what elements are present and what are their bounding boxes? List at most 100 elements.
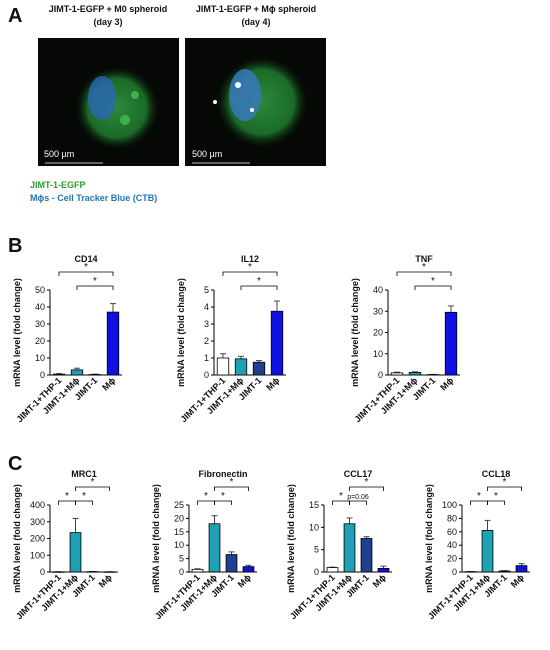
y-tick-label: 80 bbox=[447, 513, 457, 523]
scale-bar-label: 500 µm bbox=[44, 149, 74, 159]
y-tick-label: 100 bbox=[442, 500, 457, 510]
bar bbox=[52, 373, 66, 376]
bar bbox=[343, 523, 356, 573]
y-tick-label: 2 bbox=[204, 336, 209, 346]
image-title: JIMT-1-EGFP + Mϕ spheroid bbox=[196, 4, 316, 14]
chart-title: TNF bbox=[415, 254, 433, 264]
significance-bracket bbox=[349, 500, 367, 505]
y-axis-label: mRNA level (fold change) bbox=[286, 484, 296, 593]
significance-bracket bbox=[349, 486, 384, 491]
chart-title: Fibronectin bbox=[199, 469, 248, 479]
y-tick-label: 10 bbox=[174, 540, 184, 550]
significance-label: * bbox=[494, 491, 498, 502]
bar bbox=[408, 372, 422, 376]
significance-label: * bbox=[204, 491, 208, 502]
y-tick-label: 50 bbox=[35, 285, 45, 295]
significance-label: p=0.06 bbox=[347, 494, 369, 501]
significance-bracket bbox=[75, 486, 110, 491]
significance-bracket bbox=[396, 271, 452, 276]
y-tick-label: 0 bbox=[40, 370, 45, 380]
x-tick-label: Mϕ bbox=[100, 375, 117, 392]
significance-label: * bbox=[93, 276, 97, 287]
significance-label: * bbox=[365, 477, 369, 488]
significance-bracket bbox=[214, 486, 249, 491]
x-tick-label: Mϕ bbox=[264, 375, 281, 392]
significance-bracket bbox=[58, 271, 114, 276]
y-tick-label: 20 bbox=[447, 554, 457, 564]
y-tick-label: 40 bbox=[373, 285, 383, 295]
panel-label: B bbox=[8, 235, 22, 257]
y-tick-label: 5 bbox=[204, 285, 209, 295]
significance-label: * bbox=[248, 262, 252, 273]
bar bbox=[86, 571, 99, 573]
y-tick-label: 15 bbox=[174, 527, 184, 537]
panel-label: C bbox=[8, 453, 22, 475]
bar bbox=[515, 565, 528, 573]
y-tick-label: 0 bbox=[179, 567, 184, 577]
x-tick-label: Mϕ bbox=[97, 572, 114, 589]
bar bbox=[234, 358, 248, 376]
significance-bracket bbox=[487, 500, 505, 505]
y-axis-label: mRNA level (fold change) bbox=[350, 278, 360, 387]
y-tick-label: 0 bbox=[204, 370, 209, 380]
bar bbox=[69, 532, 82, 573]
y-axis-label: mRNA level (fold change) bbox=[151, 484, 161, 593]
image-subtitle: (day 4) bbox=[241, 17, 270, 27]
bar bbox=[52, 571, 65, 573]
y-tick-label: 20 bbox=[174, 513, 184, 523]
significance-label: * bbox=[91, 477, 95, 488]
significance-label: * bbox=[422, 262, 426, 273]
y-tick-label: 3 bbox=[204, 319, 209, 329]
significance-label: * bbox=[82, 491, 86, 502]
y-tick-label: 40 bbox=[35, 302, 45, 312]
y-tick-label: 30 bbox=[35, 319, 45, 329]
bar bbox=[360, 538, 373, 573]
chart-title: MRC1 bbox=[71, 469, 97, 479]
chart-title: CCL17 bbox=[344, 469, 373, 479]
chart-title: IL12 bbox=[241, 254, 259, 264]
bar bbox=[444, 311, 458, 376]
x-tick-label: Mϕ bbox=[509, 572, 526, 589]
bar bbox=[208, 523, 221, 573]
significance-label: * bbox=[431, 276, 435, 287]
y-tick-label: 0 bbox=[314, 567, 319, 577]
image-subtitle: (day 3) bbox=[93, 17, 122, 27]
y-tick-label: 300 bbox=[30, 517, 45, 527]
y-tick-label: 40 bbox=[447, 540, 457, 550]
bar bbox=[225, 554, 238, 573]
micrograph: 500 µm bbox=[185, 38, 326, 166]
y-tick-label: 15 bbox=[309, 500, 319, 510]
y-tick-label: 5 bbox=[314, 545, 319, 555]
legend-entry: Mϕs - Cell Tracker Blue (CTB) bbox=[30, 193, 157, 203]
significance-label: * bbox=[477, 491, 481, 502]
y-tick-label: 200 bbox=[30, 534, 45, 544]
significance-label: * bbox=[221, 491, 225, 502]
image-title: JIMT-1-EGFP + M0 spheroid bbox=[49, 4, 168, 14]
bar bbox=[88, 374, 102, 376]
bar bbox=[70, 369, 84, 376]
x-tick-label: Mϕ bbox=[236, 572, 253, 589]
y-tick-label: 0 bbox=[378, 370, 383, 380]
y-tick-label: 20 bbox=[35, 336, 45, 346]
scale-bar-label: 500 µm bbox=[192, 149, 222, 159]
bar bbox=[481, 530, 494, 573]
significance-bracket bbox=[75, 500, 93, 505]
bar bbox=[106, 311, 120, 376]
x-tick-label: Mϕ bbox=[371, 572, 388, 589]
y-tick-label: 60 bbox=[447, 527, 457, 537]
significance-bracket bbox=[76, 285, 114, 290]
bar bbox=[252, 361, 266, 376]
bar bbox=[464, 571, 477, 573]
y-tick-label: 4 bbox=[204, 302, 209, 312]
y-tick-label: 25 bbox=[174, 500, 184, 510]
significance-bracket bbox=[414, 285, 452, 290]
bar bbox=[270, 310, 284, 376]
chart-title: CD14 bbox=[74, 254, 97, 264]
y-axis-label: mRNA level (fold change) bbox=[424, 484, 434, 593]
y-axis-label: mRNA level (fold change) bbox=[176, 278, 186, 387]
y-tick-label: 0 bbox=[452, 567, 457, 577]
bar bbox=[191, 568, 204, 573]
legend-entry: JIMT-1-EGFP bbox=[30, 180, 86, 190]
y-tick-label: 1 bbox=[204, 353, 209, 363]
significance-bracket bbox=[222, 271, 278, 276]
